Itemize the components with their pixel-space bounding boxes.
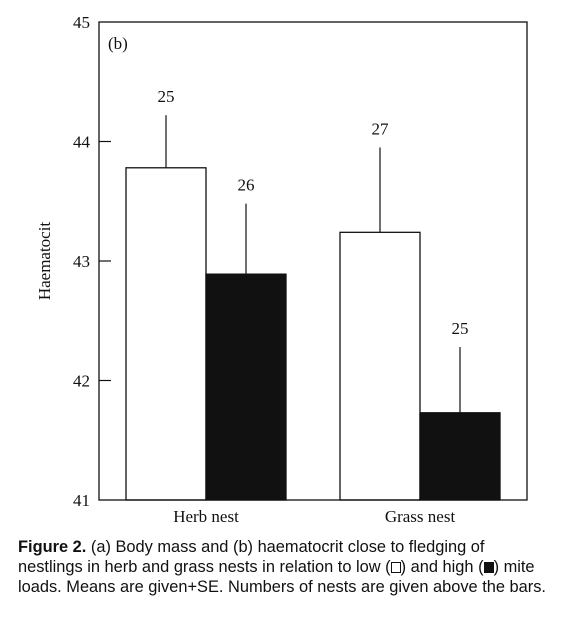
panel-label: (b) — [108, 34, 128, 53]
bar-high-mite — [419, 412, 501, 501]
x-tick-label: Herb nest — [173, 507, 239, 526]
sample-size-label: 27 — [372, 119, 390, 138]
y-axis: 41 42 43 44 45 — [73, 13, 111, 510]
bar-low-mite — [339, 231, 421, 501]
open-square-icon — [390, 562, 401, 573]
caption-text-3: ) mite loads. Means are given+SE. Number… — [18, 558, 546, 596]
filled-square-icon — [483, 562, 494, 573]
caption-text-2: ) and high ( — [400, 558, 484, 576]
x-tick-label: Grass nest — [385, 507, 456, 526]
sample-size-label: 25 — [452, 319, 469, 338]
caption-text-1: (a) Body mass and (b) haematocrit close … — [18, 538, 485, 576]
bar-high-mite — [205, 273, 287, 501]
caption-figure-label: Figure 2. — [18, 538, 87, 556]
error-bars-group — [165, 115, 461, 413]
y-tick-label: 42 — [73, 372, 90, 391]
bars-group — [125, 167, 501, 501]
x-axis: Herb nest Grass nest — [173, 507, 455, 526]
y-axis-label: Haematocit — [35, 222, 54, 301]
y-tick-label: 44 — [73, 133, 91, 152]
sample-size-label: 26 — [238, 176, 255, 195]
figure-caption: Figure 2. (a) Body mass and (b) haematoc… — [18, 537, 548, 597]
y-tick-label: 43 — [73, 252, 90, 271]
y-tick-label: 41 — [73, 491, 90, 510]
sample-size-label: 25 — [158, 87, 175, 106]
sample-size-labels-group: 25 26 27 25 — [158, 87, 469, 338]
bar-low-mite — [125, 167, 207, 501]
y-tick-label: 45 — [73, 13, 90, 32]
